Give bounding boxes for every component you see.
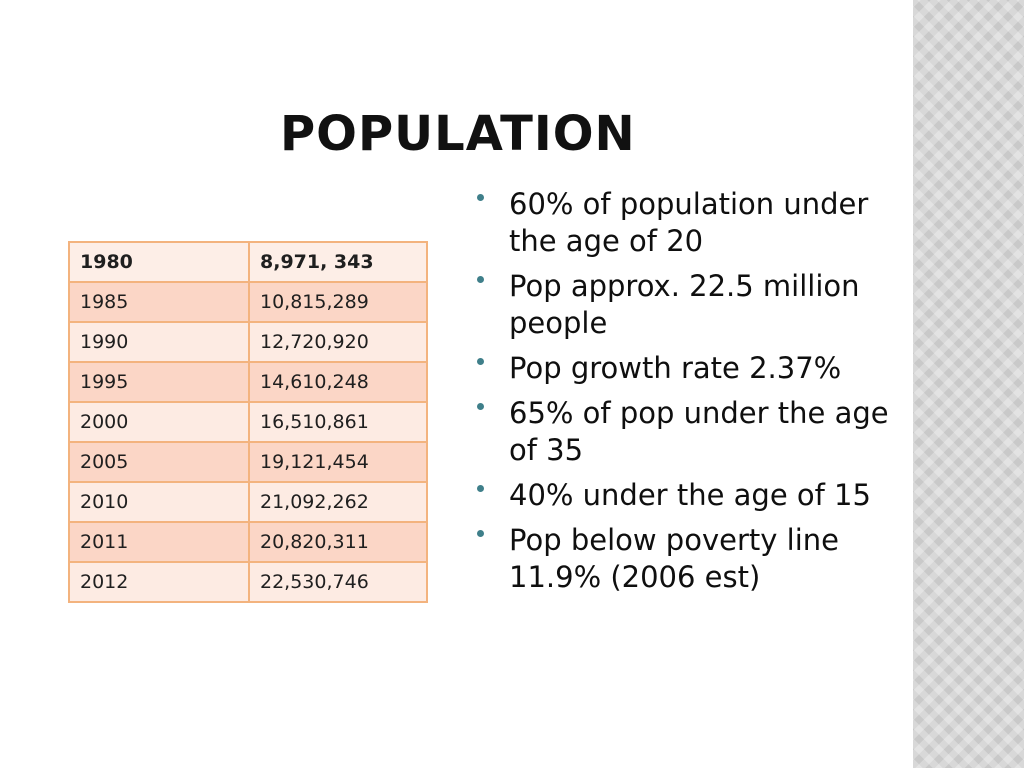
table-row: 2011 20,820,311 [68,521,428,563]
bullet-text: Pop approx. 22.5 million people [509,269,860,340]
bullet-item: Pop growth rate 2.37% [477,350,897,387]
table-row: 1990 12,720,920 [68,321,428,363]
bullet-item: Pop approx. 22.5 million people [477,268,897,342]
bullet-text: 65% of pop under the age of 35 [509,396,889,467]
population-cell: 8,971, 343 [248,241,428,283]
population-cell: 21,092,262 [248,481,428,523]
bullet-dot-icon [477,403,484,410]
year-cell: 1990 [68,321,250,363]
bullet-text: 60% of population under the age of 20 [509,187,869,258]
year-cell: 2005 [68,441,250,483]
table-row: 2000 16,510,861 [68,401,428,443]
year-cell: 1980 [68,241,250,283]
bullet-item: 40% under the age of 15 [477,477,897,514]
year-cell: 1985 [68,281,250,323]
bullet-text: Pop below poverty line 11.9% (2006 est) [509,523,839,594]
table-row: 1980 8,971, 343 [68,241,428,283]
bullet-dot-icon [477,485,484,492]
bullet-dot-icon [477,194,484,201]
population-cell: 19,121,454 [248,441,428,483]
bullet-dot-icon [477,276,484,283]
bullet-text: 40% under the age of 15 [509,478,871,512]
slide-title: POPULATION [280,106,636,162]
population-cell: 14,610,248 [248,361,428,403]
population-table: 1980 8,971, 343 1985 10,815,289 1990 12,… [68,241,428,603]
bullet-item: 65% of pop under the age of 35 [477,395,897,469]
bullet-dot-icon [477,530,484,537]
population-cell: 20,820,311 [248,521,428,563]
population-cell: 10,815,289 [248,281,428,323]
year-cell: 1995 [68,361,250,403]
table-row: 2010 21,092,262 [68,481,428,523]
year-cell: 2010 [68,481,250,523]
table-row: 1995 14,610,248 [68,361,428,403]
bullet-text: Pop growth rate 2.37% [509,351,842,385]
table-row: 2005 19,121,454 [68,441,428,483]
year-cell: 2012 [68,561,250,603]
year-cell: 2011 [68,521,250,563]
table-row: 1985 10,815,289 [68,281,428,323]
year-cell: 2000 [68,401,250,443]
population-cell: 12,720,920 [248,321,428,363]
bullet-dot-icon [477,358,484,365]
population-cell: 22,530,746 [248,561,428,603]
bullet-item: Pop below poverty line 11.9% (2006 est) [477,522,897,596]
population-cell: 16,510,861 [248,401,428,443]
bullet-item: 60% of population under the age of 20 [477,186,897,260]
decorative-side-pattern [913,0,1024,768]
bullet-list: 60% of population under the age of 20 Po… [477,186,897,604]
table-row: 2012 22,530,746 [68,561,428,603]
